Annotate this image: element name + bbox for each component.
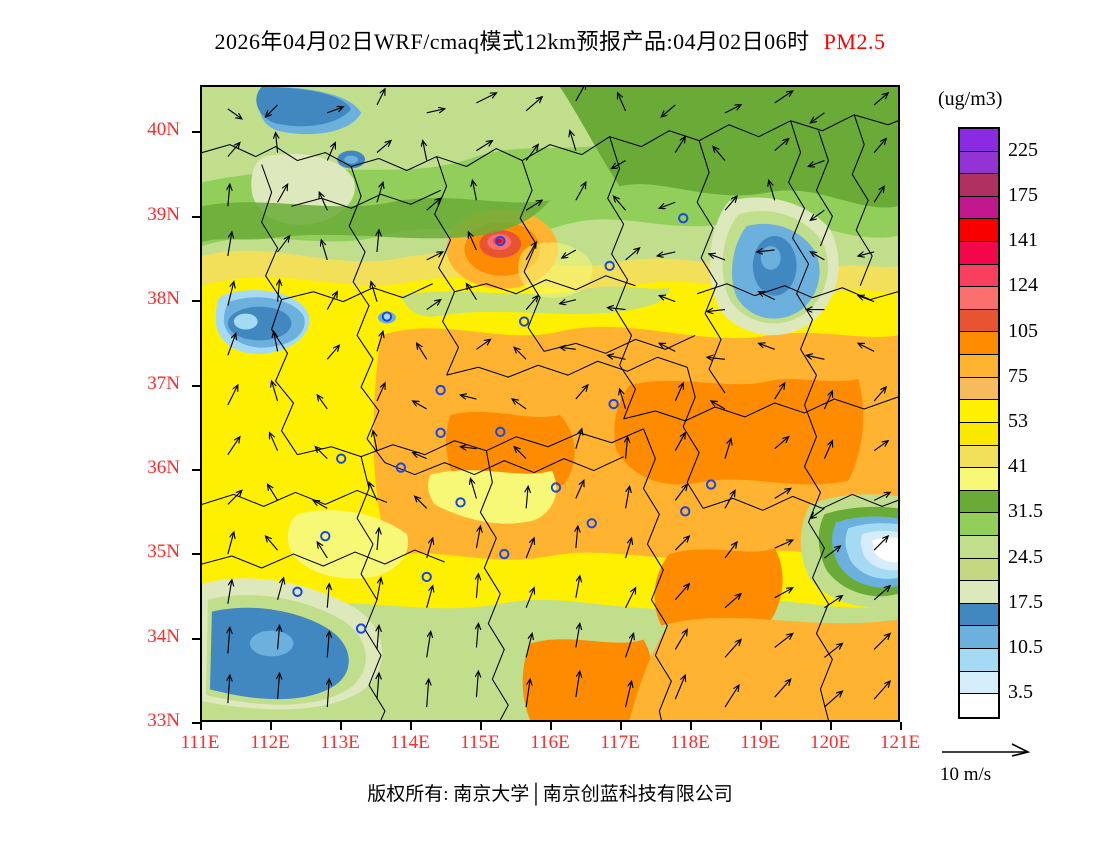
colorbar-band-17: [960, 513, 998, 536]
colorbar-label-10-5: 10.5: [1008, 636, 1043, 659]
colorbar-label-105: 105: [1008, 319, 1038, 342]
colorbar-label-175: 175: [1008, 183, 1038, 206]
y-axis-tick-mark: [192, 300, 200, 303]
colorbar-band-22: [960, 626, 998, 650]
colorbar-band-25: [960, 694, 998, 717]
clean-pocket-qinling: [202, 578, 383, 710]
y-axis-tick-mark: [192, 553, 200, 556]
y-axis-tick-40n: 40N: [147, 119, 180, 141]
page-title: 2026年04月02日WRF/cmaq模式12km预报产品:04月02日06时 P…: [0, 24, 1100, 56]
colorbar-band-23: [960, 649, 998, 672]
colorbar-band-14: [960, 445, 998, 469]
colorbar-band-11: [960, 377, 998, 401]
x-axis-tick-112e: 112E: [250, 732, 290, 753]
y-axis-tick-37n: 37N: [147, 372, 180, 394]
x-axis-tick-118e: 118E: [670, 732, 710, 753]
colorbar-label-75: 75: [1008, 364, 1028, 387]
y-axis-tick-mark: [192, 215, 200, 218]
copyright-footer: 版权所有: 南京大学│南京创蓝科技有限公司: [367, 784, 733, 805]
x-axis-tick-mark: [900, 722, 902, 730]
title-main-text: 2026年04月02日WRF/cmaq模式12km预报产品:04月02日06时: [214, 29, 810, 54]
colorbar-band-1: [960, 151, 998, 175]
x-axis-tick-119e: 119E: [740, 732, 780, 753]
colorbar-band-12: [960, 400, 998, 423]
colorbar-band-18: [960, 535, 998, 559]
x-axis-tick-116e: 116E: [530, 732, 570, 753]
arrow-right-icon: [942, 743, 1031, 757]
wind-vector-field: [228, 87, 890, 708]
colorbar-band-2: [960, 174, 998, 197]
x-axis-tick-115e: 115E: [460, 732, 500, 753]
y-axis-tick-mark: [192, 637, 200, 640]
forecast-map[interactable]: [200, 85, 900, 722]
colorbar-label-124: 124: [1008, 274, 1038, 297]
colorbar-label-141: 141: [1008, 229, 1038, 252]
title-species-label: PM2.5: [823, 29, 886, 54]
y-axis-tick-38n: 38N: [147, 288, 180, 310]
x-axis-tick-mark: [690, 722, 692, 730]
colorbar-band-8: [960, 309, 998, 333]
colorbar-band-19: [960, 558, 998, 582]
x-axis-tick-120e: 120E: [809, 732, 851, 753]
map-contour-canvas: [202, 87, 898, 720]
colorbar[interactable]: [958, 127, 1000, 719]
colorbar-band-7: [960, 287, 998, 310]
colorbar-band-9: [960, 332, 998, 356]
x-axis-tick-mark: [480, 722, 482, 730]
x-axis-tick-121e: 121E: [879, 732, 921, 753]
x-axis-tick-mark: [200, 722, 202, 730]
colorbar-band-5: [960, 242, 998, 265]
colorbar-band-21: [960, 603, 998, 627]
colorbar-label-225: 225: [1008, 138, 1038, 161]
colorbar-label-53: 53: [1008, 410, 1028, 432]
x-axis-tick-mark: [550, 722, 552, 730]
colorbar-band-3: [960, 196, 998, 220]
wind-scale-label: 10 m/s: [940, 764, 992, 785]
colorbar-label-31-5: 31.5: [1008, 500, 1043, 523]
x-axis-tick-mark: [340, 722, 342, 730]
colorbar-band-24: [960, 671, 998, 695]
x-axis-tick-mark: [270, 722, 272, 730]
colorbar-band-15: [960, 468, 998, 491]
colorbar-band-4: [960, 219, 998, 243]
x-axis-tick-117e: 117E: [600, 732, 640, 753]
x-axis-tick-mark: [760, 722, 762, 730]
x-axis-tick-mark: [830, 722, 832, 730]
colorbar-label-24-5: 24.5: [1008, 545, 1043, 568]
colorbar-label-3-5: 3.5: [1008, 681, 1033, 704]
x-axis-tick-114e: 114E: [390, 732, 430, 753]
wind-scale-legend: 10 m/s: [940, 742, 1090, 786]
y-axis-tick-36n: 36N: [147, 456, 180, 478]
y-axis-tick-mark: [192, 722, 200, 724]
x-axis-tick-111e: 111E: [180, 732, 220, 753]
x-axis-tick-mark: [620, 722, 622, 730]
colorbar-band-0: [960, 129, 998, 152]
y-axis-tick-39n: 39N: [147, 203, 180, 225]
colorbar-units-label: (ug/m3): [938, 88, 1003, 110]
y-axis-tick-mark: [192, 131, 200, 134]
x-axis-tick-mark: [410, 722, 412, 730]
colorbar-band-16: [960, 490, 998, 514]
colorbar-label-17-5: 17.5: [1008, 590, 1043, 613]
colorbar-band-10: [960, 355, 998, 378]
y-axis-tick-33n: 33N: [147, 710, 180, 731]
colorbar-band-20: [960, 581, 998, 604]
colorbar-band-13: [960, 422, 998, 446]
y-axis-tick-mark: [192, 468, 200, 471]
x-axis-tick-113e: 113E: [320, 732, 360, 753]
city-markers: [292, 213, 717, 634]
colorbar-band-6: [960, 264, 998, 288]
colorbar-label-41: 41: [1008, 455, 1028, 478]
y-axis-tick-35n: 35N: [147, 541, 180, 563]
y-axis-tick-34n: 34N: [147, 625, 180, 647]
y-axis-tick-mark: [192, 384, 200, 387]
